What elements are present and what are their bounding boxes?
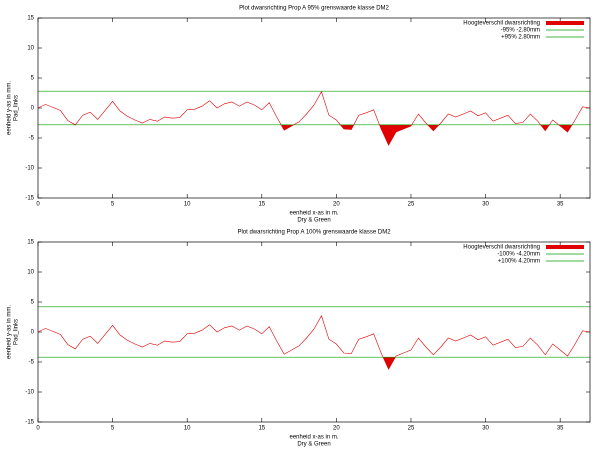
- x-tick-label: 10: [184, 426, 191, 432]
- x-tick-label: 20: [333, 202, 340, 208]
- x-tick-label: 20: [333, 426, 340, 432]
- x-tick-label: 35: [557, 202, 564, 208]
- legend-label: Hoogteverschil dwarsrichting: [463, 245, 540, 251]
- y-axis-label: Pad_links: [14, 319, 20, 345]
- x-tick-label: 30: [482, 426, 489, 432]
- x-axis-label: eenheid x-as in m.: [289, 435, 338, 441]
- x-tick-label: 15: [258, 202, 265, 208]
- below-limit-area: [281, 124, 294, 131]
- chart-title: Plot dwarsrichting Prop A 100% grenswaar…: [237, 230, 391, 236]
- x-tick-label: 30: [482, 202, 489, 208]
- below-limit-area: [540, 124, 550, 131]
- x-tick-label: 0: [36, 426, 40, 432]
- plot-frame: [37, 17, 591, 199]
- x-axis-label: eenheid x-as in m.: [289, 211, 338, 217]
- y-tick-label: 10: [27, 270, 34, 276]
- x-tick-label: 5: [111, 202, 115, 208]
- y-tick-label: -5: [29, 360, 35, 366]
- y-tick-label: 0: [31, 106, 35, 112]
- data-line: [37, 315, 591, 370]
- y-tick-label: 15: [27, 16, 34, 22]
- y-tick-label: -15: [25, 196, 34, 202]
- plot-frame: [37, 241, 591, 423]
- y-tick-label: 0: [31, 330, 35, 336]
- chart: Plot dwarsrichting Prop A 95% grenswaard…: [7, 6, 591, 224]
- y-tick-label: -5: [29, 136, 35, 142]
- y-axis-label: eenheid y-as in mm.: [7, 305, 13, 359]
- x-tick-label: 35: [557, 426, 564, 432]
- legend-swatch: [546, 21, 584, 25]
- legend-label: +100% 4.20mm: [498, 259, 540, 265]
- legend-label: +95% 2.80mm: [501, 35, 540, 41]
- x-tick-label: 25: [408, 426, 415, 432]
- chart-title: Plot dwarsrichting Prop A 95% grenswaard…: [239, 6, 389, 12]
- below-limit-area: [379, 124, 412, 146]
- x-tick-label: 10: [184, 202, 191, 208]
- legend-label: Hoogteverschil dwarsrichting: [463, 21, 540, 27]
- x-axis-label: Dry & Green: [297, 442, 330, 448]
- y-tick-label: 15: [27, 240, 34, 246]
- below-limit-area: [427, 124, 440, 131]
- y-tick-label: 10: [27, 46, 34, 52]
- data-line: [37, 91, 591, 146]
- y-axis-label: Pad_links: [14, 95, 20, 121]
- x-tick-label: 0: [36, 202, 40, 208]
- y-tick-label: -10: [25, 390, 34, 396]
- legend-label: -95% -2.80mm: [501, 28, 540, 34]
- x-tick-label: 15: [258, 426, 265, 432]
- chart: Plot dwarsrichting Prop A 100% grenswaar…: [7, 230, 591, 448]
- y-tick-label: 5: [31, 300, 35, 306]
- x-tick-label: 25: [408, 202, 415, 208]
- y-tick-label: -15: [25, 420, 34, 426]
- y-tick-label: 5: [31, 76, 35, 82]
- below-limit-area: [383, 357, 396, 370]
- y-tick-label: -10: [25, 166, 34, 172]
- x-tick-label: 5: [111, 426, 115, 432]
- legend-swatch: [546, 245, 584, 249]
- x-axis-label: Dry & Green: [297, 218, 330, 224]
- legend-label: -100% -4.20mm: [497, 252, 540, 258]
- y-axis-label: eenheid y-as in mm.: [7, 81, 13, 135]
